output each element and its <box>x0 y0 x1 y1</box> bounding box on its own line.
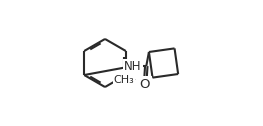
Text: CH₃: CH₃ <box>114 75 134 85</box>
Text: O: O <box>140 78 150 91</box>
Text: NH: NH <box>124 60 141 73</box>
